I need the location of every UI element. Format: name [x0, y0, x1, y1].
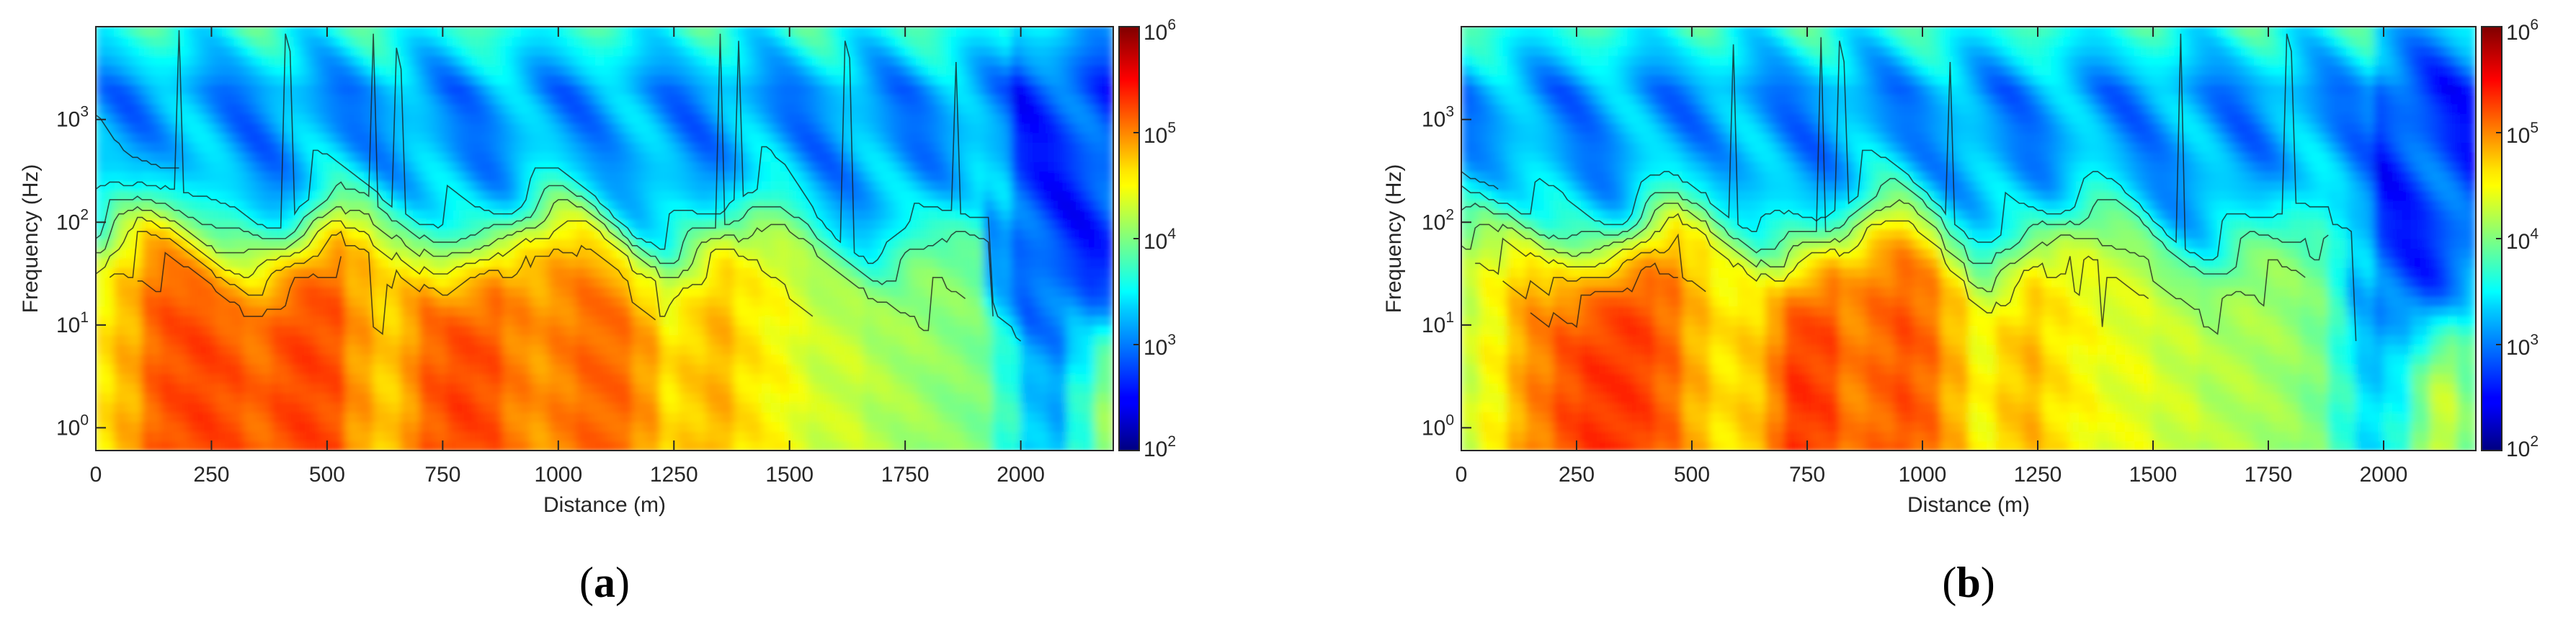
- colorbar-tick-label: 105: [2506, 120, 2539, 148]
- y-tick-label: 102: [56, 206, 89, 234]
- y-tick-label: 101: [1422, 309, 1454, 337]
- colorbar-tick-label: 104: [2506, 226, 2539, 254]
- x-tick-label: 500: [1674, 463, 1710, 487]
- x-tick-label: 2000: [2360, 463, 2408, 487]
- x-tick-label: 750: [424, 463, 460, 487]
- y-tick-label: 100: [1422, 412, 1454, 440]
- x-tick-label: 250: [1559, 463, 1595, 487]
- y-tick-label: 100: [56, 412, 89, 440]
- x-tick-label: 0: [90, 463, 102, 487]
- caption-b: (b): [1942, 559, 1995, 606]
- colorbar-tick-label: 103: [1144, 332, 1176, 360]
- colorbar-tick-label: 105: [1144, 120, 1176, 148]
- x-tick-label: 1250: [2014, 463, 2062, 487]
- yticks-a: 100 101 102 103: [56, 104, 106, 440]
- heatmap-b: [1461, 26, 2477, 451]
- x-axis-label-b: Distance (m): [1907, 493, 2030, 517]
- x-tick-label: 1250: [650, 463, 698, 487]
- colorbar-tick-label: 106: [1144, 17, 1176, 45]
- x-tick-label: 1500: [765, 463, 814, 487]
- x-tick-label: 1500: [2129, 463, 2178, 487]
- plot-frame-a: [95, 26, 1114, 451]
- colorbar-ticks-a: 102 103 104 105 106: [1133, 17, 1176, 461]
- xticks-a: 0 250 500 750 1000 1250 1500 1750 2000: [90, 27, 1045, 487]
- heatmap-a: [95, 26, 1114, 451]
- x-tick-label: 250: [193, 463, 229, 487]
- x-tick-label: 1750: [881, 463, 930, 487]
- y-tick-label: 102: [1422, 206, 1454, 234]
- x-tick-label: 0: [1456, 463, 1468, 487]
- y-tick-label: 103: [56, 104, 89, 132]
- colorbar-tick-label: 102: [2506, 433, 2539, 461]
- colorbar-b: 102 103 104 105 106: [2481, 17, 2539, 461]
- xticks-b: 0 250 500 750 1000 1250 1500 1750 2000: [1456, 27, 2408, 487]
- y-axis-label-a: Frequency (Hz): [19, 164, 43, 314]
- colorbar-tick-label: 102: [1144, 433, 1176, 461]
- panel-b: 0 250 500 750 1000 1250 1500 1750 2000 100 101 102…: [1382, 17, 2539, 606]
- x-tick-label: 1000: [1899, 463, 1947, 487]
- y-tick-label: 103: [1422, 104, 1454, 132]
- x-tick-label: 1000: [534, 463, 582, 487]
- panel-a: 0 250 500 750 1000 1250 1500 1750 2000 100 101 102…: [19, 17, 1176, 606]
- y-axis-label-b: Frequency (Hz): [1382, 164, 1406, 314]
- colorbar-tick-label: 104: [1144, 226, 1176, 254]
- x-tick-label: 1750: [2245, 463, 2293, 487]
- yticks-b: 100 101 102 103: [1422, 104, 1471, 440]
- colorbar-ticks-b: 102 103 104 105 106: [2496, 17, 2539, 461]
- x-axis-label-a: Distance (m): [543, 493, 666, 517]
- plot-frame-b: [1461, 26, 2477, 451]
- colorbar-tick-label: 103: [2506, 332, 2539, 360]
- caption-a: (a): [579, 559, 630, 606]
- y-tick-label: 101: [56, 309, 89, 337]
- colorbar-a: 102 103 104 105 106: [1118, 17, 1176, 461]
- x-tick-label: 2000: [997, 463, 1045, 487]
- x-tick-label: 500: [309, 463, 345, 487]
- colorbar-tick-label: 106: [2506, 17, 2539, 45]
- x-tick-label: 750: [1789, 463, 1825, 487]
